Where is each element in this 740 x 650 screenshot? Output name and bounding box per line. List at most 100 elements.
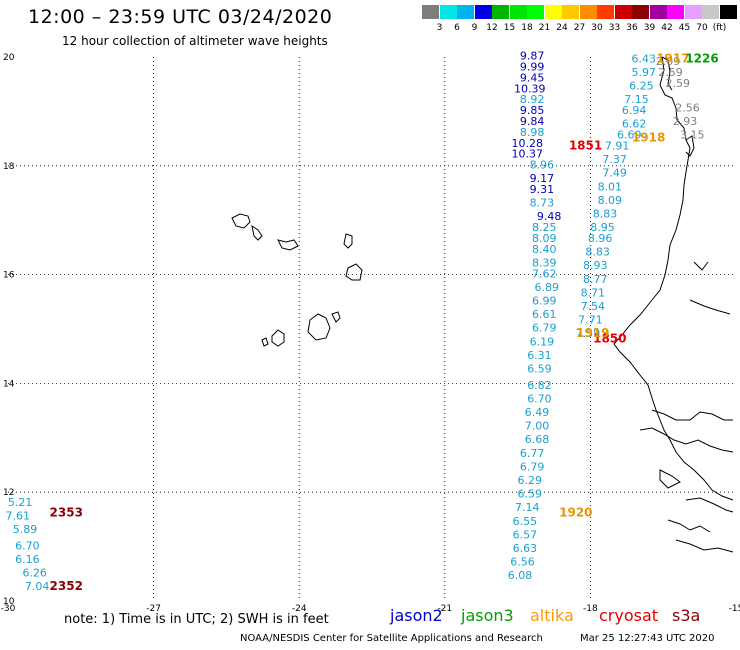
wave-height-label: 8.92 xyxy=(520,93,545,106)
legend-swatch xyxy=(544,5,562,19)
island-santiago xyxy=(307,313,331,341)
legend-swatch xyxy=(684,5,702,19)
wave-height-label: 6.43 xyxy=(632,52,657,65)
wave-height-label: 9.99 xyxy=(520,61,545,74)
wave-height-label: 2.93 xyxy=(673,115,698,128)
wave-height-label: 6.99 xyxy=(532,295,557,308)
wave-height-label: 6.08 xyxy=(508,569,533,582)
pass-time-label: 1917 xyxy=(656,51,689,65)
wave-height-label: 3.15 xyxy=(680,129,705,142)
bay-outline xyxy=(685,135,695,157)
legend-label: 33 xyxy=(608,23,621,33)
axis-tick-labels: 20 18 16 14 12 10-30 -27 -24 -21 -18 -15 xyxy=(1,53,740,614)
wave-height-label: 8.40 xyxy=(532,243,557,256)
wave-height-label: 7.15 xyxy=(624,93,649,106)
legend-swatch xyxy=(562,5,579,19)
legend-label: 39 xyxy=(643,23,656,33)
wave-height-label: 7.59 xyxy=(576,327,601,340)
legend-label: 36 xyxy=(626,23,638,33)
legend-label: 24 xyxy=(556,23,568,33)
lat-lon-grid xyxy=(8,57,736,601)
wave-height-label: 7.61 xyxy=(5,509,30,522)
wave-height-label: 6.68 xyxy=(525,433,550,446)
wave-height-label: 9.85 xyxy=(520,104,545,117)
lat-tick-label: 12 xyxy=(3,488,14,498)
coast-segment xyxy=(675,539,734,553)
lon-tick-label: -18 xyxy=(583,604,598,614)
legend-label: 27 xyxy=(573,23,586,33)
legend-swatch xyxy=(614,5,632,19)
wave-height-label: 7.00 xyxy=(525,420,550,433)
coastline xyxy=(231,56,734,553)
lon-tick-label: -15 xyxy=(729,604,740,614)
wave-height-label: 8.96 xyxy=(530,159,555,172)
wave-height-label: 8.96 xyxy=(588,232,613,245)
island-santo-antao xyxy=(231,213,251,229)
page-subtitle: 12 hour collection of altimeter wave hei… xyxy=(62,34,328,48)
wave-height-label: 6.16 xyxy=(15,553,40,566)
legend-label: 6 xyxy=(454,23,460,33)
legend-label: 9 xyxy=(471,23,478,33)
legend-cryosat: cryosat xyxy=(599,606,659,625)
legend-label: 21 xyxy=(538,23,551,33)
wave-height-label: 5.97 xyxy=(632,66,657,79)
legend-swatch xyxy=(474,5,492,19)
wave-height-label: 10.28 xyxy=(512,137,544,150)
coast-segment xyxy=(685,497,734,513)
island-outline xyxy=(659,469,681,489)
mainland-coast xyxy=(661,56,673,91)
wave-height-label: 7.54 xyxy=(581,300,606,313)
legend-swatch xyxy=(597,5,614,19)
page-title: 12:00 – 23:59 UTC 03/24/2020 xyxy=(28,6,333,28)
lon-tick-label: -27 xyxy=(146,604,161,614)
island-brava xyxy=(261,337,269,347)
wave-height-label: 8.09 xyxy=(532,232,557,245)
wave-height-label: 10.37 xyxy=(512,148,544,161)
legend-swatch xyxy=(667,5,684,19)
coast-segment xyxy=(667,519,711,533)
wave-height-label: 8.83 xyxy=(593,207,618,220)
legend-swatch xyxy=(422,5,439,19)
legend-label: 18 xyxy=(521,23,533,33)
lon-tick-label: -21 xyxy=(437,604,452,614)
wave-height-label: 9.45 xyxy=(520,71,545,84)
altimeter-observations: 9.879.999.4510.398.929.859.848.9810.2810… xyxy=(5,50,718,593)
wave-height-label: 9.84 xyxy=(520,115,545,128)
lat-tick-label: 18 xyxy=(3,162,15,172)
wave-height-label: 6.61 xyxy=(532,308,557,321)
wave-height-label: 8.73 xyxy=(530,197,555,210)
wave-height-label: 2.56 xyxy=(675,101,700,114)
wave-height-label: 8.25 xyxy=(532,221,557,234)
legend-label: 42 xyxy=(661,23,673,33)
wave-height-label: 9.31 xyxy=(530,183,555,196)
island-boa-vista xyxy=(345,263,363,281)
pass-time-label: 1226 xyxy=(685,51,718,65)
pass-time-label: 1851 xyxy=(569,138,602,152)
wave-height-label: 2.59 xyxy=(658,66,683,79)
legend-swatch xyxy=(492,5,509,19)
wave-height-label: 6.82 xyxy=(527,379,552,392)
pass-time-label: 1920 xyxy=(559,506,592,520)
wave-height-label: 6.69 xyxy=(617,129,642,142)
legend-swatch xyxy=(579,5,597,19)
lon-tick-label: -30 xyxy=(1,604,16,614)
legend-swatch xyxy=(719,5,737,19)
legend-jason3: jason3 xyxy=(461,606,514,625)
legend-jason2: jason2 xyxy=(390,606,443,625)
river-outline xyxy=(689,299,731,315)
legend-swatch xyxy=(509,5,527,19)
pass-time-label: 2352 xyxy=(50,579,83,593)
wave-height-label: 6.26 xyxy=(22,567,47,580)
legend-s3a: s3a xyxy=(672,606,701,625)
wave-height-label: 8.83 xyxy=(585,246,610,259)
pass-time-label: 2353 xyxy=(50,506,83,520)
wave-height-label: 6.29 xyxy=(517,474,542,487)
island-maio xyxy=(331,311,341,323)
legend-swatch xyxy=(632,5,649,19)
wave-height-label: 6.77 xyxy=(520,447,545,460)
wave-height-label: 6.79 xyxy=(532,322,557,335)
wave-height-label: 7.37 xyxy=(602,153,627,166)
lon-tick-label: -24 xyxy=(292,604,307,614)
island-sal xyxy=(343,233,353,249)
